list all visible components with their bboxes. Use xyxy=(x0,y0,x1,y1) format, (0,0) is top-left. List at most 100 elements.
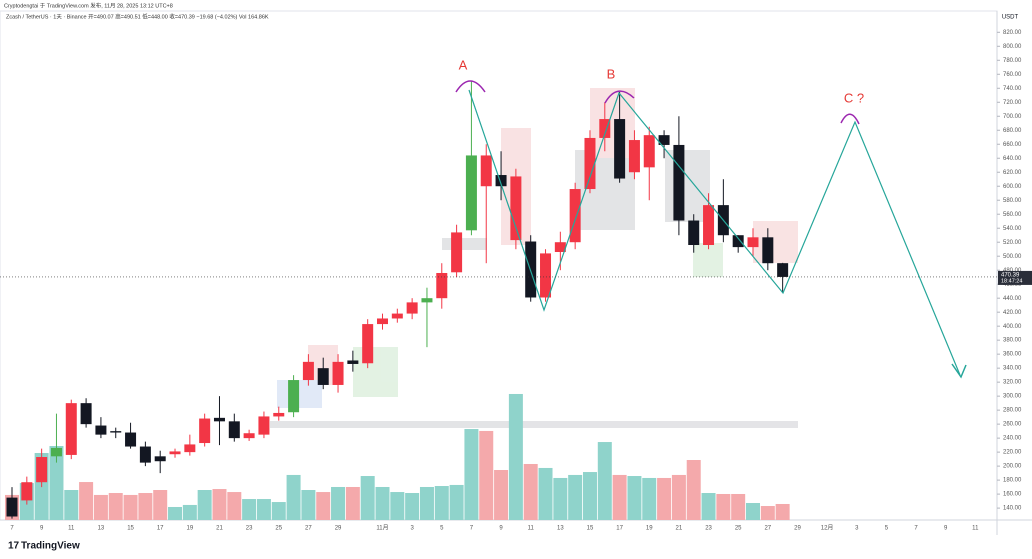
candle-body xyxy=(391,313,403,319)
volume-bar xyxy=(419,486,434,520)
volume-bar xyxy=(494,470,509,520)
candle-body xyxy=(510,176,522,241)
volume-bar xyxy=(345,486,360,520)
volume-bar xyxy=(568,474,583,520)
volume-bar xyxy=(256,499,271,520)
volume-bar xyxy=(168,506,183,520)
x-tick-label: 27 xyxy=(305,526,312,532)
price-tag xyxy=(998,270,1032,285)
candle-body xyxy=(480,155,492,187)
volume-bar xyxy=(182,504,197,520)
volume-bar xyxy=(108,493,123,520)
x-tick-label: 19 xyxy=(186,526,193,532)
zone xyxy=(442,238,487,250)
candle-body xyxy=(688,220,700,246)
y-tick-label: 820.00 xyxy=(1003,30,1022,36)
volume-bar xyxy=(553,477,568,520)
candle-body xyxy=(451,232,463,273)
annotation: A xyxy=(459,57,468,72)
candle-body xyxy=(199,418,211,444)
volume-bar xyxy=(775,503,790,520)
x-tick-label: 21 xyxy=(216,526,223,532)
x-tick-label: 7 xyxy=(914,526,918,532)
candle-body xyxy=(540,253,552,298)
logo: TradingView xyxy=(21,541,80,552)
price-tag-label: 470.39 xyxy=(1001,273,1020,279)
candle-body xyxy=(628,140,640,173)
candle-body xyxy=(6,497,18,517)
zone xyxy=(665,150,710,222)
volume-bar xyxy=(612,474,627,520)
candle-body xyxy=(243,433,255,439)
x-tick-label: 23 xyxy=(705,526,712,532)
volume-bar xyxy=(360,476,375,520)
candle-body xyxy=(50,447,62,457)
y-tick-label: 500.00 xyxy=(1003,254,1022,260)
candle-body xyxy=(599,119,611,138)
candle-body xyxy=(317,368,329,385)
x-tick-label: 11 xyxy=(528,526,535,532)
volume-bar xyxy=(390,492,405,520)
volume-bar xyxy=(331,486,346,520)
x-tick-label: 3 xyxy=(855,526,859,532)
y-tick-label: 760.00 xyxy=(1003,72,1022,78)
volume-bar xyxy=(123,494,138,520)
x-tick-label: 19 xyxy=(646,526,653,532)
arc-a xyxy=(455,80,486,93)
axis-layer: 140.00 160.00 180.00 200.00 220.00 240.00 260.… xyxy=(0,30,1032,532)
volume-bar xyxy=(716,493,731,520)
x-tick-label: 9 xyxy=(944,526,948,532)
volume-bar xyxy=(301,490,316,520)
candle-body xyxy=(658,135,670,145)
candle-body xyxy=(36,457,48,483)
y-tick-label: 440.00 xyxy=(1003,296,1022,302)
currency-label: USDT xyxy=(1002,15,1019,21)
y-tick-label: 140.00 xyxy=(1003,506,1022,512)
y-tick-label: 780.00 xyxy=(1003,58,1022,64)
candle-body xyxy=(80,403,92,425)
volume-bar xyxy=(434,486,449,520)
candle-body xyxy=(139,446,151,463)
y-tick-label: 720.00 xyxy=(1003,100,1022,106)
volume-bar xyxy=(523,463,538,520)
x-tick-label: 11 xyxy=(68,526,75,532)
candle-body xyxy=(703,205,715,246)
x-tick-label: 23 xyxy=(246,526,253,532)
x-tick-label: 25 xyxy=(735,526,742,532)
volume-bar xyxy=(760,506,775,520)
volume-bar xyxy=(316,492,331,520)
candle-body xyxy=(21,482,33,501)
candle-body xyxy=(110,431,122,433)
y-tick-label: 520.00 xyxy=(1003,240,1022,246)
countdown: 18:47:24 xyxy=(1001,278,1022,284)
candle-body xyxy=(258,416,270,435)
volume-bar xyxy=(464,429,479,520)
candle-body xyxy=(332,361,344,385)
volume-bar xyxy=(79,482,94,520)
x-tick-label: 11 xyxy=(972,526,979,532)
candle-body xyxy=(213,417,225,422)
y-tick-label: 560.00 xyxy=(1003,212,1022,218)
logo-mark: 17 xyxy=(8,541,20,552)
y-tick-label: 240.00 xyxy=(1003,436,1022,442)
wave-line xyxy=(468,89,961,376)
x-tick-label: 29 xyxy=(794,526,801,532)
y-tick-label: 320.00 xyxy=(1003,380,1022,386)
volume-bar xyxy=(582,472,597,520)
x-tick-label: 9 xyxy=(40,526,44,532)
zone xyxy=(753,221,798,263)
volume-bar xyxy=(405,493,420,520)
y-tick-label: 180.00 xyxy=(1003,478,1022,484)
volume-bar xyxy=(642,477,657,520)
zone xyxy=(277,380,322,408)
volume-bar xyxy=(375,486,390,520)
y-tick-label: 640.00 xyxy=(1003,156,1022,162)
x-tick-label: 5 xyxy=(885,526,889,532)
y-tick-label: 700.00 xyxy=(1003,114,1022,120)
x-tick-label: 25 xyxy=(275,526,282,532)
y-tick-label: 660.00 xyxy=(1003,142,1022,148)
x-tick-label: 17 xyxy=(616,526,623,532)
author-line: Cryptodengtai 于 TradingView.com 发布, 11月 … xyxy=(4,1,173,9)
candle-body xyxy=(436,272,448,299)
